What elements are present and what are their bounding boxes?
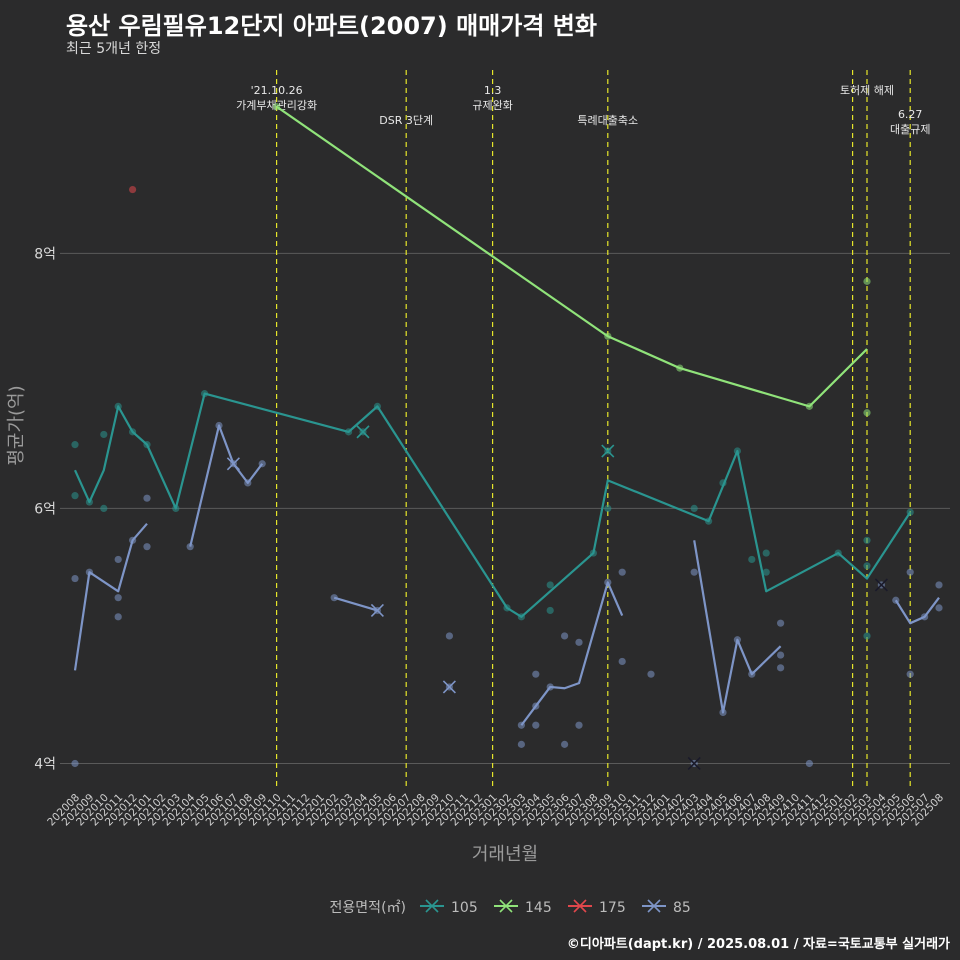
point-105: [863, 536, 871, 544]
point-85: [575, 721, 583, 729]
point-105: [762, 549, 770, 557]
point-85: [143, 494, 151, 502]
line-85: [693, 540, 782, 714]
source-caption: ©디아파트(dapt.kr) / 2025.08.01 / 자료=국토교통부 실…: [566, 937, 950, 952]
point-105: [604, 504, 612, 513]
point-85: [777, 619, 785, 627]
point-175: [129, 185, 137, 194]
point-105: [71, 441, 79, 449]
line-85: [894, 597, 940, 625]
y-tick-label: 4억: [34, 756, 56, 772]
point-85: [532, 721, 540, 729]
x-axis-title: 거래년월: [472, 844, 538, 865]
point-85: [935, 581, 943, 589]
point-105: [762, 568, 770, 576]
cross-marker-105: [356, 425, 370, 439]
point-105: [100, 430, 108, 439]
point-85: [114, 613, 122, 621]
legend-label-105: 105: [451, 900, 478, 916]
line-145: [275, 105, 868, 408]
point-105: [863, 562, 871, 570]
cross-marker-85: [442, 680, 456, 694]
cross-marker-85: [874, 578, 888, 592]
point-85: [561, 632, 569, 640]
point-85: [143, 543, 151, 551]
cross-marker-85: [226, 457, 240, 471]
event-label: '21.10.26: [251, 84, 303, 97]
y-tick-label: 6억: [34, 501, 56, 517]
chart-subtitle: 최근 5개년 한정: [66, 41, 162, 57]
event-label: DSR 3단계: [379, 114, 433, 127]
point-105: [546, 606, 554, 615]
chart-title: 용산 우림필유12단지 아파트(2007) 매매가격 변화: [66, 12, 597, 40]
point-105: [863, 632, 871, 640]
line-105: [73, 392, 912, 618]
cross-marker-105: [601, 444, 615, 458]
cross-marker-85: [687, 756, 701, 771]
point-85: [561, 740, 569, 748]
y-tick-label: 8억: [34, 246, 56, 262]
event-label: 토허제 해제: [840, 83, 894, 97]
point-85: [517, 740, 526, 748]
event-label: 1.3: [484, 84, 502, 97]
point-85: [935, 604, 943, 612]
point-85: [906, 568, 914, 576]
point-85: [906, 670, 914, 678]
event-label: 규제완화: [472, 99, 512, 112]
point-145: [863, 277, 871, 285]
y-axis-title: 평균가(억): [6, 385, 27, 465]
legend-label-85: 85: [673, 900, 691, 916]
event-label: 6.27: [898, 108, 923, 121]
legend-cross-145: [499, 899, 513, 913]
point-85: [71, 574, 79, 583]
point-105: [546, 581, 554, 589]
legend-cross-175: [573, 899, 587, 913]
point-105: [71, 492, 79, 500]
point-85: [71, 759, 79, 768]
line-85: [73, 522, 148, 671]
point-85: [445, 632, 453, 640]
point-85: [618, 568, 626, 576]
legend-cross-85: [647, 899, 661, 913]
point-85: [575, 638, 583, 646]
point-85: [690, 568, 698, 576]
point-145: [863, 409, 871, 417]
line-85: [520, 581, 624, 726]
legend-label-175: 175: [599, 900, 626, 916]
point-85: [647, 670, 655, 678]
point-85: [618, 657, 626, 666]
point-105: [100, 504, 108, 513]
point-85: [777, 651, 785, 659]
legend-title: 전용면적(㎡): [330, 900, 406, 916]
point-85: [114, 594, 122, 602]
point-85: [805, 759, 814, 768]
event-label: 대출규제: [890, 123, 930, 136]
line-85: [333, 596, 378, 612]
event-label: 특례대출축소: [577, 114, 638, 127]
point-85: [186, 543, 194, 551]
legend-cross-105: [425, 899, 439, 913]
point-85: [532, 670, 540, 678]
line-85: [189, 424, 264, 547]
cross-marker-85: [370, 603, 384, 618]
point-85: [777, 664, 785, 672]
legend-label-145: 145: [525, 900, 552, 916]
point-85: [114, 555, 122, 564]
point-105: [748, 555, 756, 564]
point-105: [690, 504, 698, 513]
